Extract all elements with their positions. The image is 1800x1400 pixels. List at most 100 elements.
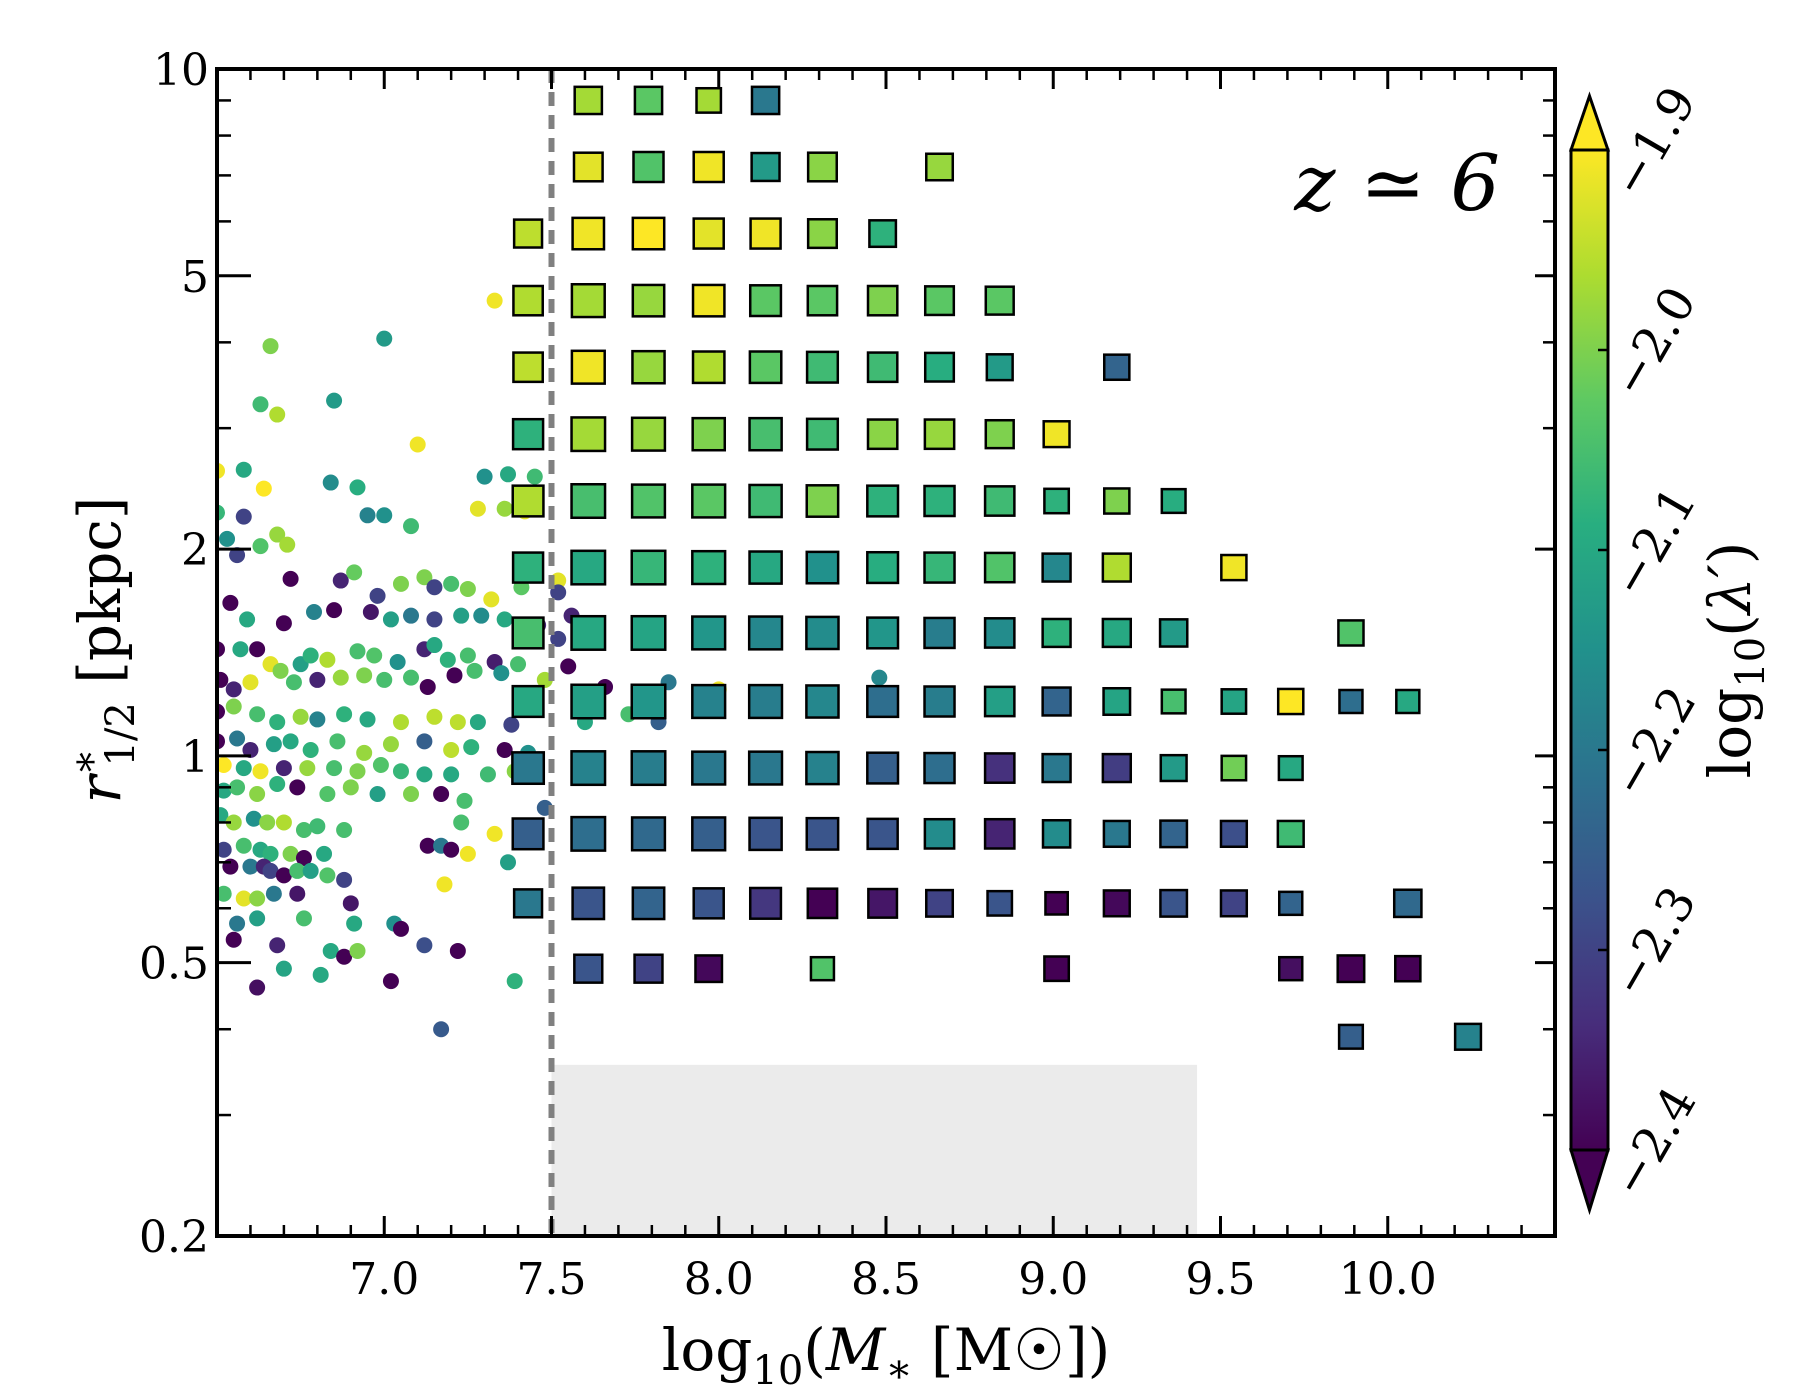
galaxy-point	[426, 579, 443, 596]
median-square	[511, 484, 545, 518]
galaxy-point	[376, 671, 393, 688]
median-square	[1220, 754, 1248, 782]
median-square	[983, 617, 1016, 649]
median-square	[691, 683, 727, 720]
median-square	[691, 750, 727, 786]
galaxy-point	[376, 330, 393, 347]
median-square	[571, 216, 606, 251]
median-square	[866, 351, 899, 384]
median-square	[750, 85, 781, 116]
galaxy-point	[369, 786, 386, 803]
median-square	[1102, 819, 1131, 849]
galaxy-point	[326, 392, 343, 409]
median-square	[805, 750, 840, 786]
galaxy-point	[279, 536, 296, 553]
median-square	[984, 285, 1015, 316]
galaxy-point	[483, 591, 500, 608]
median-square	[691, 816, 727, 852]
median-square	[805, 484, 840, 518]
galaxy-point	[282, 733, 299, 750]
galaxy-point	[249, 910, 266, 927]
galaxy-point	[229, 915, 246, 932]
galaxy-point	[235, 760, 252, 777]
galaxy-point	[299, 760, 316, 777]
x-tick-label: 7.5	[517, 1254, 587, 1305]
median-square	[631, 216, 666, 251]
galaxy-point	[453, 607, 470, 624]
median-square	[866, 550, 900, 585]
median-square	[986, 889, 1014, 917]
colorbar-label: log10(λ′)	[1696, 542, 1774, 779]
galaxy-point	[309, 818, 326, 835]
galaxy-point	[453, 814, 470, 831]
median-square	[1101, 752, 1133, 784]
galaxy-point	[235, 890, 252, 907]
median-square	[923, 751, 956, 785]
median-square	[749, 217, 782, 250]
galaxy-point	[259, 814, 276, 831]
median-square	[748, 416, 783, 452]
median-square	[630, 816, 667, 852]
median-square	[806, 887, 839, 920]
galaxy-point	[493, 665, 510, 682]
galaxy-point	[269, 406, 286, 423]
galaxy-point	[319, 651, 336, 668]
median-square	[1041, 552, 1072, 583]
galaxy-point	[289, 862, 306, 879]
median-square	[866, 684, 900, 719]
median-square	[809, 955, 836, 982]
x-tick-label: 8.0	[684, 1254, 754, 1305]
axis-ticks: 7.0 7.5 8.0 8.5 9.0 9.5 10.0 0.2 0.5 1 2 5 10	[139, 45, 1555, 1305]
median-square	[511, 817, 545, 851]
galaxy-point	[249, 979, 266, 996]
median-square	[573, 85, 604, 116]
median-square	[985, 353, 1014, 382]
median-square	[1160, 688, 1187, 715]
median-square	[923, 351, 956, 383]
median-square	[1102, 686, 1132, 716]
galaxy-point	[560, 658, 577, 675]
median-square	[806, 218, 838, 250]
median-square	[630, 614, 667, 651]
median-square	[1219, 819, 1249, 849]
plot-background	[217, 69, 1555, 1236]
galaxy-point	[356, 744, 373, 761]
galaxy-point	[225, 698, 242, 715]
median-square	[1041, 819, 1072, 849]
galaxy-point	[262, 338, 279, 355]
median-square	[1159, 819, 1189, 849]
galaxy-point	[285, 674, 302, 691]
median-square	[570, 282, 606, 319]
median-square	[511, 551, 545, 584]
galaxy-point	[416, 569, 433, 586]
galaxy-point	[392, 714, 409, 731]
galaxy-point	[349, 942, 366, 959]
galaxy-point	[419, 837, 436, 854]
galaxy-point	[302, 862, 319, 879]
galaxy-point	[456, 792, 473, 809]
galaxy-point	[500, 466, 517, 483]
x-tick-label: 10.0	[1339, 1254, 1437, 1305]
galaxy-point	[392, 920, 409, 937]
median-square	[630, 483, 667, 519]
galaxy-point	[469, 714, 486, 731]
galaxy-point	[449, 942, 466, 959]
median-square	[692, 217, 725, 250]
colorbar-tick-label: −2.4	[1601, 1078, 1708, 1207]
median-square	[633, 85, 664, 116]
median-square	[692, 887, 725, 920]
galaxy-point	[871, 669, 888, 686]
galaxy-point	[433, 786, 450, 803]
median-square	[750, 151, 781, 183]
median-square	[1276, 819, 1305, 849]
median-square	[570, 416, 607, 453]
x-tick-label: 7.0	[349, 1254, 419, 1305]
median-square	[923, 551, 956, 584]
galaxy-point	[252, 396, 269, 413]
galaxy-point	[342, 779, 359, 796]
colorbar-tick-label: −2.3	[1601, 878, 1708, 1007]
colorbar-extend-top	[1568, 91, 1611, 152]
median-square	[983, 551, 1016, 584]
median-square	[691, 416, 727, 452]
